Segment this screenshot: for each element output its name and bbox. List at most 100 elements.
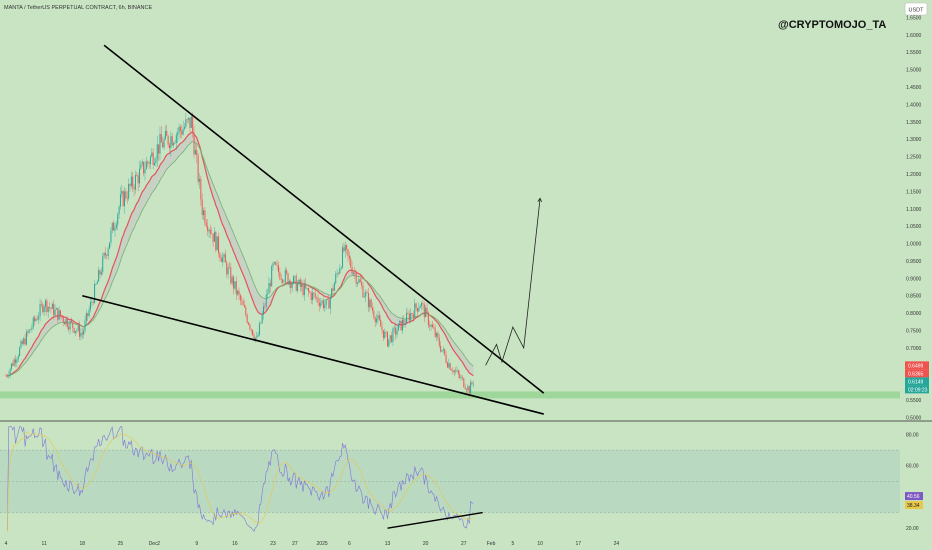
candle-body <box>5 375 7 377</box>
candle-body <box>163 139 165 148</box>
candle-body <box>145 161 147 170</box>
candle-body <box>324 304 326 309</box>
rsi-value-text: 40.56 <box>907 494 920 500</box>
candle-body <box>208 229 210 232</box>
candle-body <box>419 305 421 308</box>
candle-body <box>151 152 153 157</box>
currency-button-label[interactable]: USDT <box>909 8 925 14</box>
candle-body <box>136 174 138 176</box>
candle-body <box>30 329 32 331</box>
candle-body <box>423 304 425 318</box>
candle-body <box>340 267 342 269</box>
candle-body <box>332 288 334 291</box>
candle-body <box>241 300 243 302</box>
candle-body <box>347 249 349 257</box>
time-axis[interactable]: 4 11 18 25 Dec 2 9 16 23 27 2025 6 13 20 27 Feb 5 10 17 24 <box>5 541 620 547</box>
candle-body <box>320 302 322 307</box>
candle-body <box>410 313 412 321</box>
candle-body <box>430 324 432 327</box>
candle-body <box>183 126 185 129</box>
candle-body <box>182 128 184 135</box>
time-tick-label: 5 <box>511 541 514 547</box>
currency-button-bg[interactable] <box>904 2 928 16</box>
candlesticks <box>5 112 474 397</box>
candle-body <box>125 191 127 199</box>
price-tick-label: 1.1000 <box>906 207 922 213</box>
candle-body <box>427 312 429 326</box>
candle-body <box>139 168 141 184</box>
time-tick-label: 13 <box>385 541 391 547</box>
price-label-box <box>905 385 929 394</box>
time-tick-label: 23 <box>270 541 276 547</box>
projection-line <box>485 198 541 366</box>
candle-body <box>84 320 86 331</box>
candle-body <box>60 310 61 317</box>
candle-body <box>27 331 29 333</box>
support-zone <box>0 391 900 399</box>
candle-body <box>301 284 303 287</box>
price-tick-label: 1.4000 <box>906 102 922 108</box>
candle-body <box>166 130 168 136</box>
candle-body <box>292 276 294 284</box>
candle-body <box>374 317 376 323</box>
candle-body <box>53 303 55 316</box>
candle-body <box>49 306 51 308</box>
candle-body <box>83 330 85 335</box>
candle-body <box>391 335 393 342</box>
candle-body <box>350 258 352 268</box>
candle-body <box>130 176 132 187</box>
price-tick-label: 1.2000 <box>906 172 922 178</box>
candle-body <box>144 169 146 174</box>
price-label-text: 0.6149 <box>908 379 924 385</box>
candle-body <box>96 281 98 285</box>
candle-body <box>99 270 101 275</box>
candle-body <box>45 300 47 307</box>
time-tick-label: Dec <box>149 541 158 547</box>
candle-body <box>159 134 161 154</box>
candle-body <box>233 276 235 289</box>
candle-body <box>333 283 335 291</box>
price-tick-label: 0.5000 <box>906 416 922 422</box>
candle-body <box>453 370 455 373</box>
candle-body <box>32 317 34 328</box>
candle-body <box>463 378 465 388</box>
candle-body <box>434 328 436 337</box>
candle-body <box>209 229 211 234</box>
candle-body <box>271 266 273 287</box>
trendlines <box>82 44 545 415</box>
candle-body <box>318 302 320 307</box>
time-tick-label: 24 <box>614 541 620 547</box>
candle-body <box>278 265 279 273</box>
candle-body <box>92 301 94 303</box>
ema-cloud <box>6 132 474 376</box>
candle-body <box>128 184 130 199</box>
candle-body <box>91 301 93 303</box>
candle-body <box>36 319 38 320</box>
rsi-tick-label: 20.00 <box>906 526 919 532</box>
price-axis-bg <box>900 0 932 550</box>
candle-body <box>109 242 111 249</box>
candle-body <box>169 144 170 149</box>
candle-body <box>8 375 10 376</box>
ema-slow-line <box>5 141 474 377</box>
candle-body <box>444 349 446 355</box>
candle-body <box>80 332 82 337</box>
candle-body <box>65 318 67 325</box>
price-tick-label: 1.3000 <box>906 137 922 143</box>
candle-body <box>38 316 40 320</box>
candle-body <box>158 144 160 154</box>
currency-button[interactable]: USDT <box>904 2 928 16</box>
price-tick-label: 1.0500 <box>906 224 922 230</box>
candle-body <box>372 307 374 311</box>
candle-body <box>415 303 417 308</box>
candle-body <box>408 313 410 321</box>
candle-body <box>451 369 453 371</box>
price-label-text: 0.6499 <box>908 363 924 369</box>
candle-body <box>470 382 472 394</box>
candle-body <box>370 299 372 308</box>
candle-body <box>6 375 8 377</box>
time-tick-label: 6 <box>348 541 351 547</box>
